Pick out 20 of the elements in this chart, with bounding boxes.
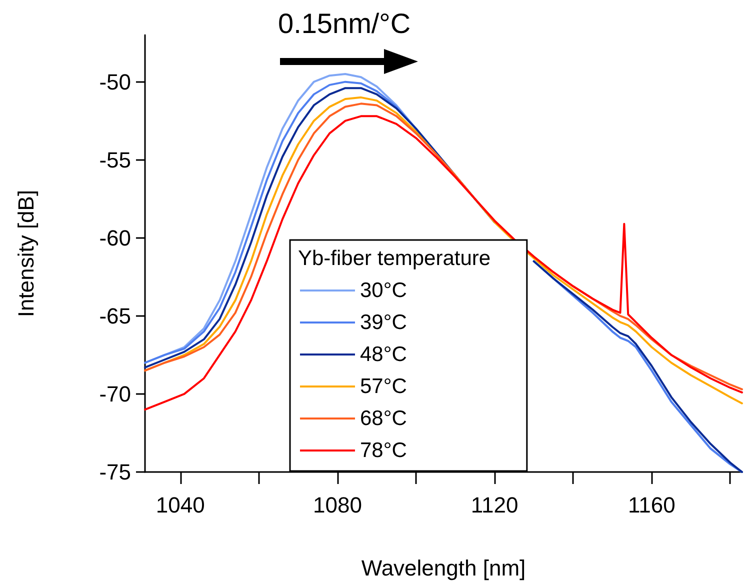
y-tick-label: -75 — [99, 460, 131, 484]
x-tick-label: 1080 — [312, 492, 362, 518]
legend-label: 39°C — [360, 311, 407, 334]
x-tick-label: 1160 — [628, 492, 676, 518]
y-tick-label: -60 — [99, 225, 131, 250]
y-tick-label: -70 — [99, 381, 131, 406]
legend-title: Yb-fiber temperature — [298, 247, 491, 270]
x-tick-label: 1040 — [156, 492, 205, 518]
y-tick-label: -50 — [99, 69, 131, 94]
legend-label: 57°C — [360, 375, 407, 398]
legend-label: 48°C — [360, 343, 407, 366]
legend-label: 30°C — [360, 279, 407, 302]
y-tick-label: -65 — [99, 303, 131, 328]
x-axis-title: Wavelength [nm] — [361, 556, 526, 580]
legend-label: 68°C — [360, 407, 407, 430]
legend-label: 78°C — [360, 439, 407, 462]
y-tick-label: -55 — [99, 147, 131, 172]
y-axis-title: Intensity [dB] — [14, 190, 38, 318]
annotation: 0.15nm/°C — [278, 8, 411, 40]
x-tick-label: 1120 — [470, 492, 518, 518]
